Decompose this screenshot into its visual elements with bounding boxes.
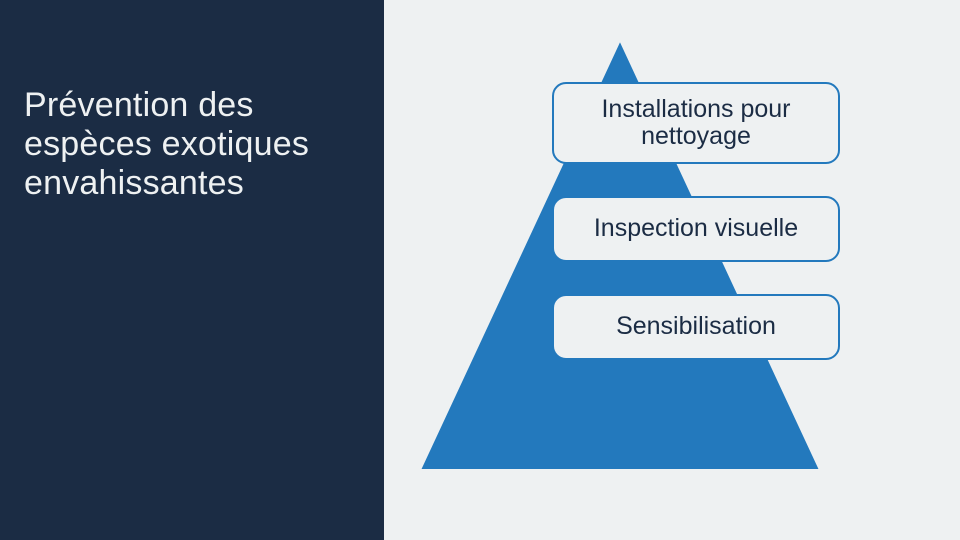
pyramid-triangle xyxy=(384,0,960,540)
pyramid-level-1: Installations pour nettoyage xyxy=(552,82,840,164)
right-panel: Installations pour nettoyage Inspection v… xyxy=(384,0,960,540)
pyramid-level-label: Inspection visuelle xyxy=(594,215,798,243)
slide-title: Prévention des espèces exotiques envahis… xyxy=(24,86,364,203)
pyramid-level-label: Installations pour nettoyage xyxy=(566,96,826,151)
pyramid-level-3: Sensibilisation xyxy=(552,294,840,360)
left-panel: Prévention des espèces exotiques envahis… xyxy=(0,0,384,540)
slide: Prévention des espèces exotiques envahis… xyxy=(0,0,960,540)
pyramid-level-label: Sensibilisation xyxy=(616,313,776,341)
pyramid-level-2: Inspection visuelle xyxy=(552,196,840,262)
